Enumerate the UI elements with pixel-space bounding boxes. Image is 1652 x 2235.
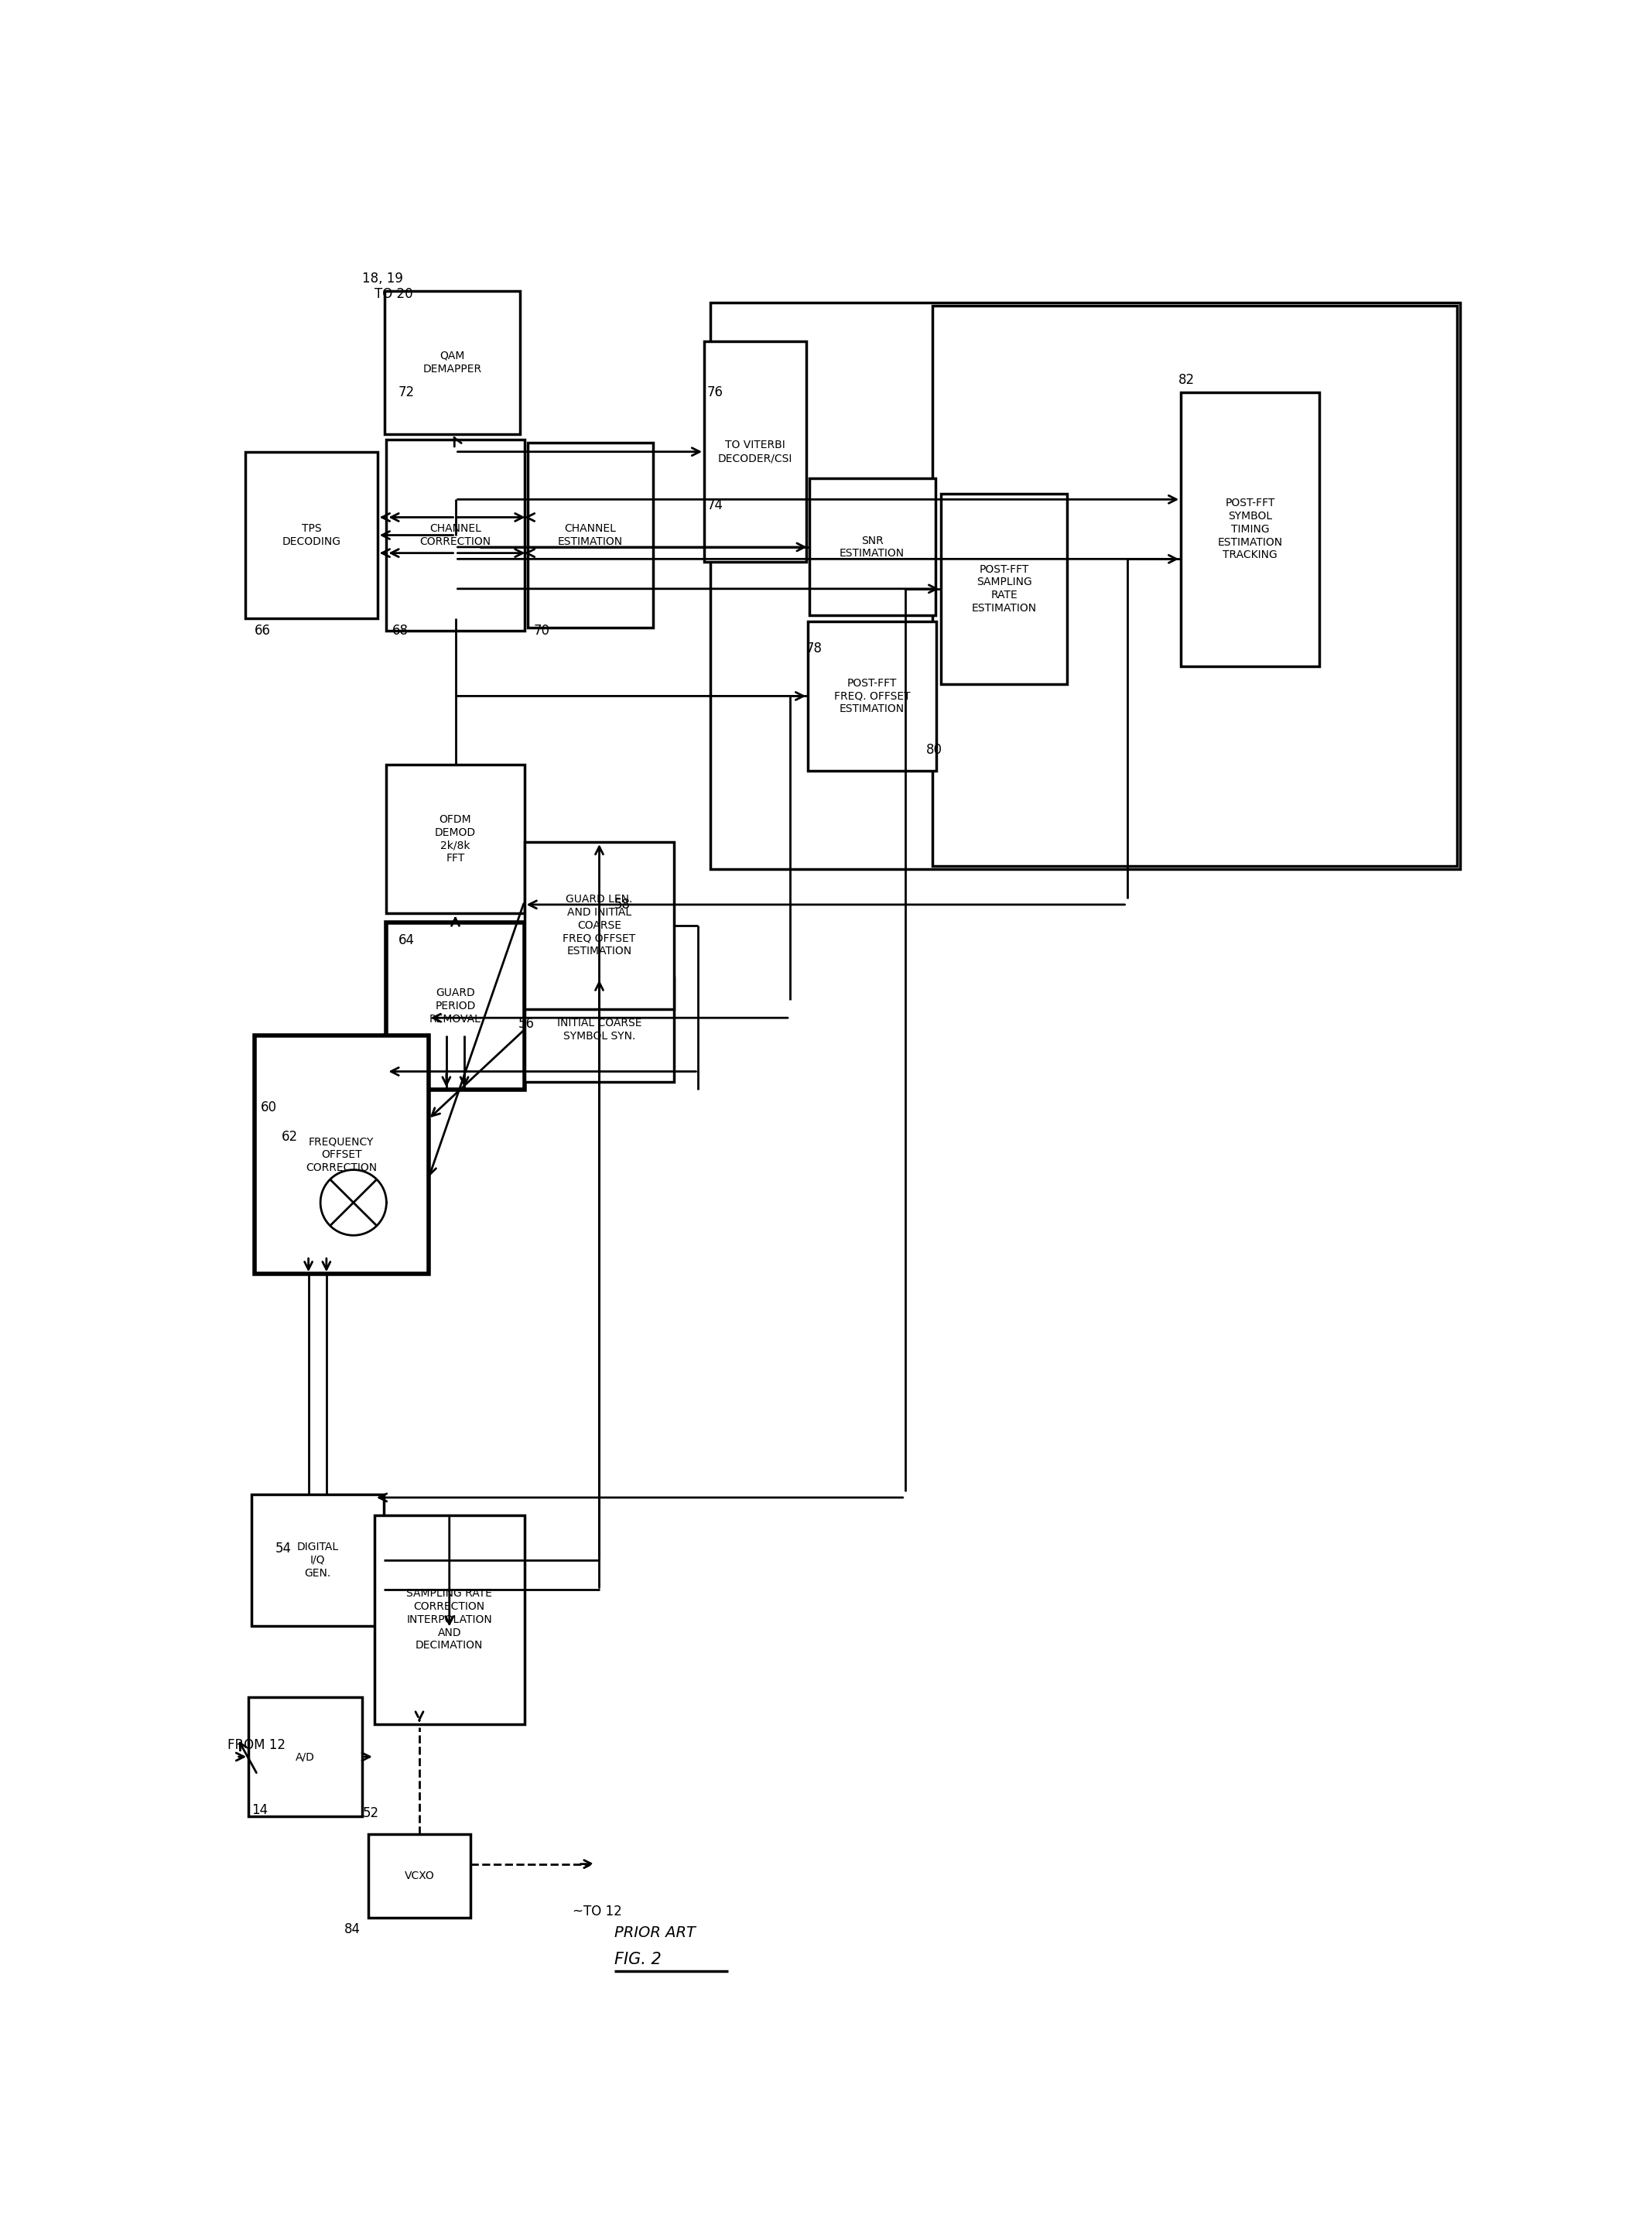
Text: SAMPLING RATE
CORRECTION
INTERPOLATION
AND
DECIMATION: SAMPLING RATE CORRECTION INTERPOLATION A… — [406, 1589, 492, 1652]
Bar — [527, 443, 653, 628]
Text: 78: 78 — [806, 641, 823, 655]
Bar — [254, 1035, 428, 1274]
Bar — [808, 621, 937, 771]
Bar — [942, 494, 1067, 684]
Bar — [375, 1515, 524, 1723]
Bar — [932, 306, 1457, 865]
Text: 76: 76 — [707, 384, 724, 400]
Text: POST-FFT
FREQ. OFFSET
ESTIMATION: POST-FFT FREQ. OFFSET ESTIMATION — [834, 677, 910, 715]
Bar — [387, 764, 524, 914]
Text: CHANNEL
ESTIMATION: CHANNEL ESTIMATION — [558, 523, 623, 548]
Text: 62: 62 — [281, 1131, 297, 1144]
Text: OFDM
DEMOD
2k/8k
FFT: OFDM DEMOD 2k/8k FFT — [434, 814, 476, 865]
Text: 66: 66 — [254, 624, 271, 637]
Text: PRIOR ART: PRIOR ART — [615, 1924, 695, 1940]
Bar — [387, 923, 524, 1088]
Text: CHANNEL
CORRECTION: CHANNEL CORRECTION — [420, 523, 491, 548]
Text: ~TO 12: ~TO 12 — [572, 1904, 621, 1918]
Bar — [387, 440, 524, 630]
Bar — [385, 291, 520, 434]
Text: INITIAL COARSE
SYMBOL SYN.: INITIAL COARSE SYMBOL SYN. — [557, 1017, 641, 1042]
Text: FROM 12: FROM 12 — [228, 1739, 286, 1752]
Text: 68: 68 — [393, 624, 408, 637]
Text: POST-FFT
SAMPLING
RATE
ESTIMATION: POST-FFT SAMPLING RATE ESTIMATION — [971, 563, 1036, 615]
Text: 54: 54 — [276, 1542, 292, 1556]
Text: SNR
ESTIMATION: SNR ESTIMATION — [839, 534, 905, 559]
Bar — [248, 1696, 362, 1817]
Text: 84: 84 — [344, 1922, 360, 1936]
Text: 14: 14 — [251, 1804, 268, 1817]
Bar — [246, 451, 377, 619]
Text: 64: 64 — [398, 934, 415, 948]
Text: 56: 56 — [519, 1017, 535, 1030]
Text: 18, 19: 18, 19 — [362, 273, 403, 286]
Text: A/D: A/D — [296, 1752, 316, 1761]
Text: 74: 74 — [707, 498, 724, 512]
Text: TO VITERBI
DECODER/CSI: TO VITERBI DECODER/CSI — [719, 440, 793, 463]
Bar — [704, 342, 806, 561]
Bar — [809, 478, 935, 615]
Text: GUARD
PERIOD
REMOVAL: GUARD PERIOD REMOVAL — [430, 988, 481, 1024]
Bar — [710, 302, 1460, 869]
Bar — [368, 1835, 471, 1918]
Text: DIGITAL
I/Q
GEN.: DIGITAL I/Q GEN. — [296, 1542, 339, 1578]
Text: GUARD LEN.
AND INITIAL
COARSE
FREQ OFFSET
ESTIMATION: GUARD LEN. AND INITIAL COARSE FREQ OFFSE… — [563, 894, 636, 957]
Text: POST-FFT
SYMBOL
TIMING
ESTIMATION
TRACKING: POST-FFT SYMBOL TIMING ESTIMATION TRACKI… — [1218, 498, 1282, 561]
Text: FIG. 2: FIG. 2 — [615, 1951, 661, 1967]
Text: 82: 82 — [1178, 373, 1194, 387]
Text: FREQUENCY
OFFSET
CORRECTION: FREQUENCY OFFSET CORRECTION — [306, 1138, 377, 1173]
Text: 60: 60 — [261, 1100, 278, 1115]
Text: TPS
DECODING: TPS DECODING — [282, 523, 340, 548]
Text: 58: 58 — [615, 898, 631, 912]
Text: 80: 80 — [927, 742, 942, 758]
Text: 72: 72 — [398, 384, 415, 400]
Bar — [251, 1495, 383, 1625]
Text: 52: 52 — [362, 1806, 378, 1819]
Text: TO 20: TO 20 — [375, 286, 413, 302]
Bar — [524, 843, 674, 1008]
Text: QAM
DEMAPPER: QAM DEMAPPER — [423, 351, 482, 373]
Bar — [1181, 391, 1318, 666]
Text: VCXO: VCXO — [405, 1871, 434, 1882]
Bar — [524, 977, 674, 1082]
Text: 70: 70 — [534, 624, 550, 637]
